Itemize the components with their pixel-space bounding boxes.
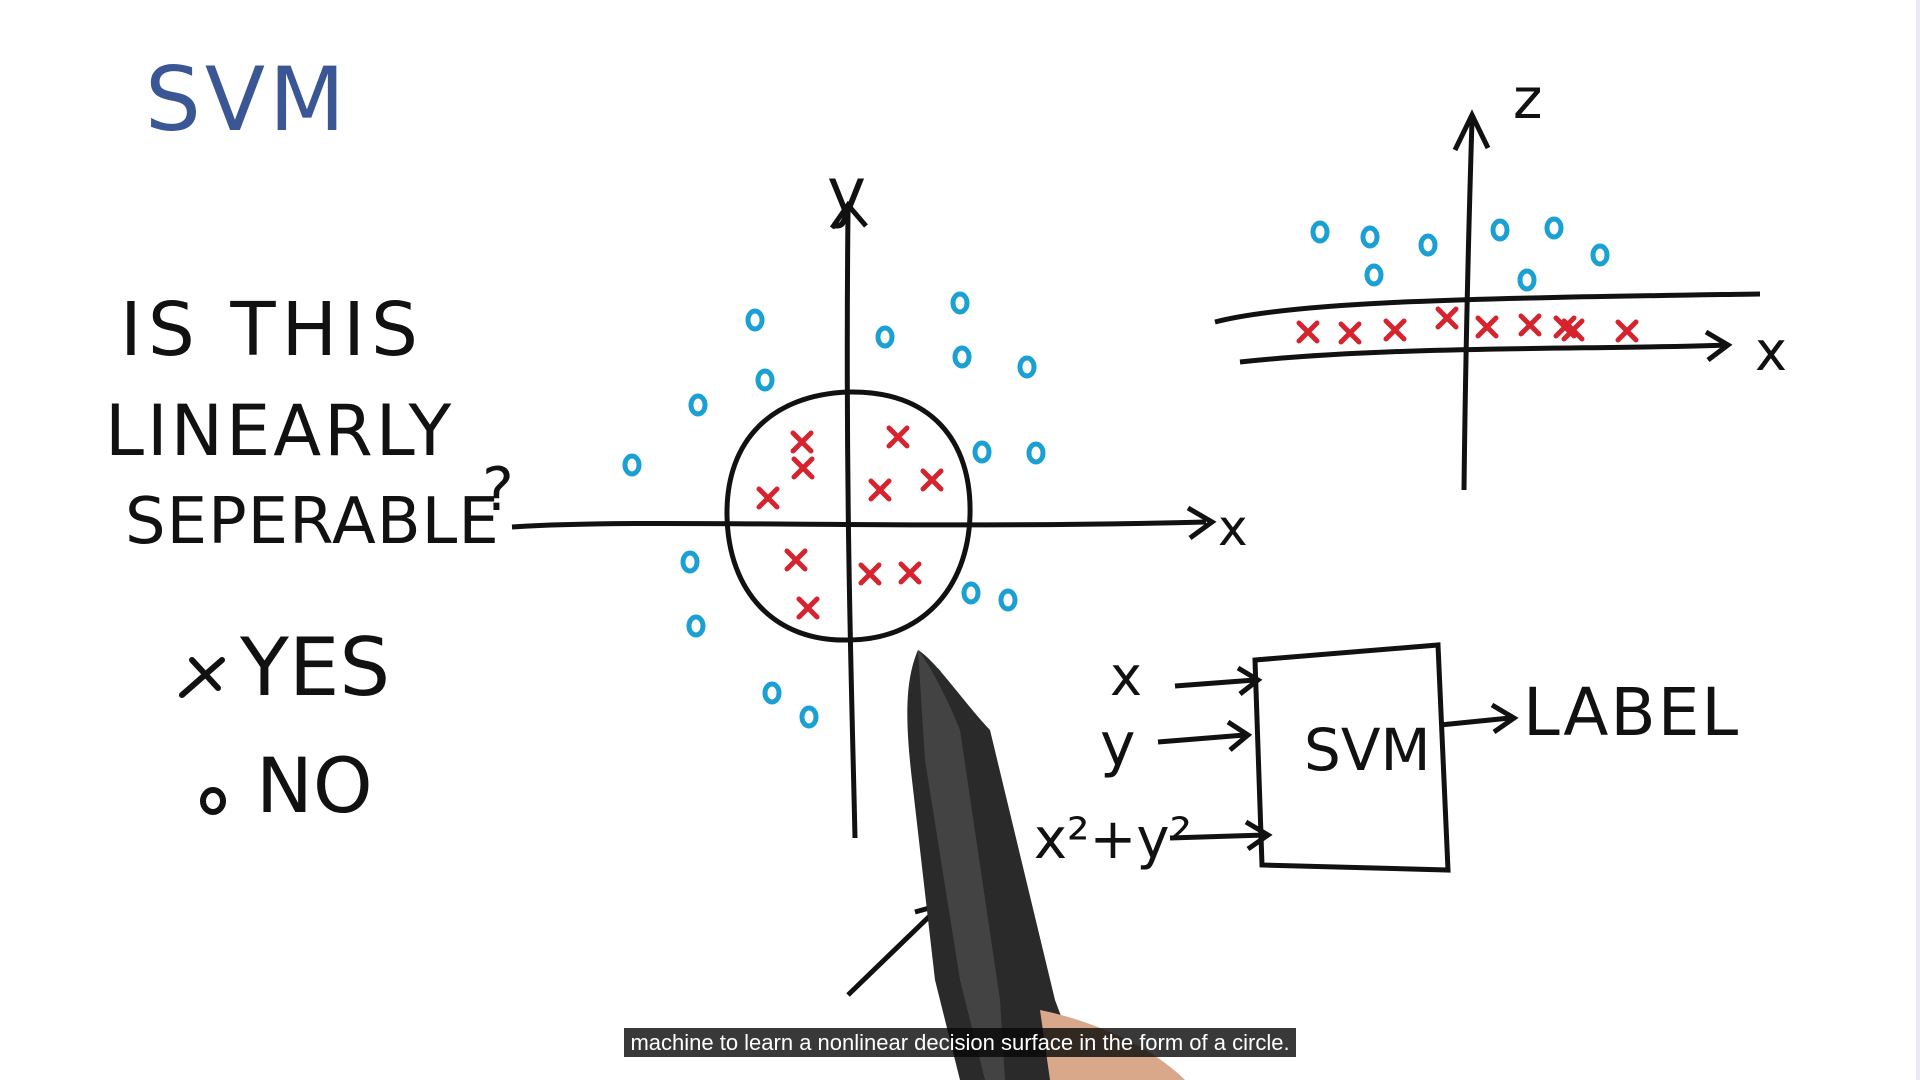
caption-text: machine to learn a nonlinear decision su…	[624, 1028, 1296, 1057]
question-mark: ?	[482, 455, 514, 525]
left-y-label: y	[827, 154, 866, 231]
left-x-arrowhead	[1186, 505, 1217, 541]
legend: YES NO	[179, 621, 390, 830]
separating-plane	[1214, 291, 1761, 325]
right-x-axis	[1239, 342, 1729, 365]
legend-circle-icon	[200, 787, 226, 815]
left-circle-points	[625, 294, 1043, 726]
left-plot: y x	[511, 154, 1248, 839]
question-line-3: SEPERABLE	[125, 485, 500, 559]
question-line-2: LINEARLY	[105, 390, 454, 472]
pointer-arrow	[846, 901, 944, 997]
arrow-y-to-svm	[1157, 719, 1253, 752]
legend-yes-label: YES	[239, 621, 390, 714]
right-x-arrowhead	[1704, 329, 1733, 362]
legend-cross-icon	[179, 657, 225, 698]
pipeline-input-x: x	[1110, 645, 1142, 708]
right-z-label: z	[1513, 67, 1542, 132]
left-y-axis	[844, 211, 858, 839]
title-text: SVM	[145, 48, 349, 151]
legend-no-label: NO	[256, 741, 373, 830]
left-y-arrowhead	[829, 200, 868, 230]
svm-box-label: SVM	[1304, 716, 1431, 784]
left-x-label: x	[1218, 499, 1248, 557]
arrow-x-to-svm	[1174, 665, 1263, 696]
right-circle-points	[1313, 219, 1607, 289]
left-x-axis	[511, 519, 1207, 530]
right-z-axis	[1461, 119, 1475, 491]
output-label: LABEL	[1523, 674, 1740, 751]
right-z-arrowhead	[1452, 109, 1491, 152]
decision-circle	[724, 389, 973, 643]
question-block: IS THIS LINEARLY SEPERABLE ?	[105, 287, 514, 559]
svm-box	[1252, 642, 1451, 873]
pipeline-input-y: y	[1100, 710, 1136, 780]
right-edge-border	[1916, 0, 1920, 1080]
right-x-label: x	[1755, 320, 1787, 383]
arrow-svm-to-label	[1439, 702, 1519, 735]
arrow-z-to-svm	[1169, 819, 1273, 852]
right-plot: z x	[1214, 67, 1787, 491]
question-line-1: IS THIS	[120, 287, 424, 373]
caption-bar: machine to learn a nonlinear decision su…	[0, 1028, 1920, 1057]
